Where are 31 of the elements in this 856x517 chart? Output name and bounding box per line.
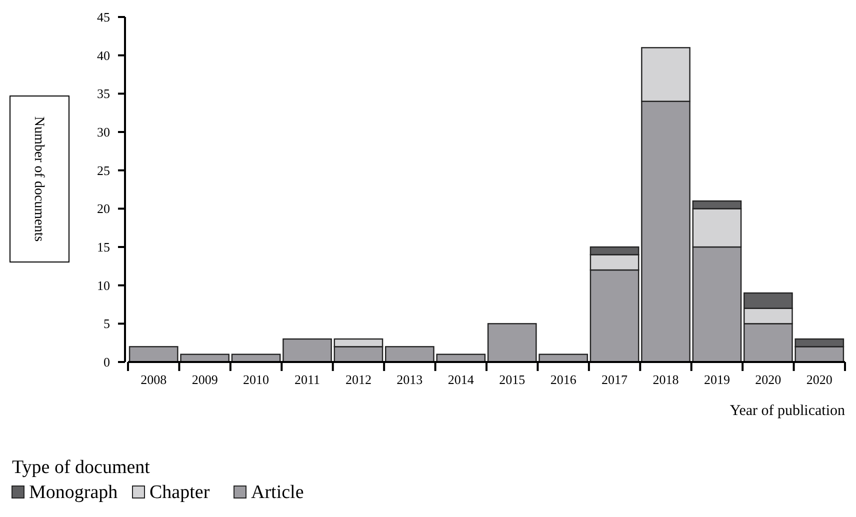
x-tick-label: 2012 xyxy=(345,372,372,387)
y-tick-label: 25 xyxy=(97,162,110,178)
x-tick-label: 2019 xyxy=(704,372,730,387)
legend-label: Article xyxy=(251,482,304,503)
x-tick-label: 2017 xyxy=(602,372,628,387)
x-tick-label: 2016 xyxy=(550,372,577,387)
y-tick-label: 30 xyxy=(97,124,110,140)
x-tick-label: 2008 xyxy=(140,372,167,387)
x-tick-label: 2011 xyxy=(294,372,320,387)
x-tick-label: 2010 xyxy=(243,372,270,387)
x-tick-label: 2014 xyxy=(448,372,474,387)
y-tick-label: 0 xyxy=(104,354,110,370)
y-tick-label: 20 xyxy=(97,201,110,216)
y-tick-label: 10 xyxy=(97,278,110,293)
x-tick-label: 2013 xyxy=(396,372,423,387)
legend-title: Type of document xyxy=(12,457,151,478)
bar xyxy=(282,338,332,363)
y-tick-label: 35 xyxy=(97,86,110,102)
y-tick-label: 15 xyxy=(97,240,110,255)
x-tick-label: 2020 xyxy=(806,372,832,387)
x-tick-label: 2020 xyxy=(755,372,782,387)
legend-label: Monograph xyxy=(29,482,118,503)
y-tick-label: 45 xyxy=(97,10,110,25)
x-tick-label: 2009 xyxy=(192,372,218,387)
legend-label: Chapter xyxy=(150,482,210,503)
y-tick-label: 5 xyxy=(104,316,110,332)
y-tick-label: 40 xyxy=(97,48,110,63)
x-tick-label: 2018 xyxy=(652,372,679,387)
y-axis-title: Number of documents xyxy=(31,116,46,242)
x-tick-label: 2015 xyxy=(499,372,526,387)
x-axis-title: Year of publication xyxy=(730,403,846,419)
